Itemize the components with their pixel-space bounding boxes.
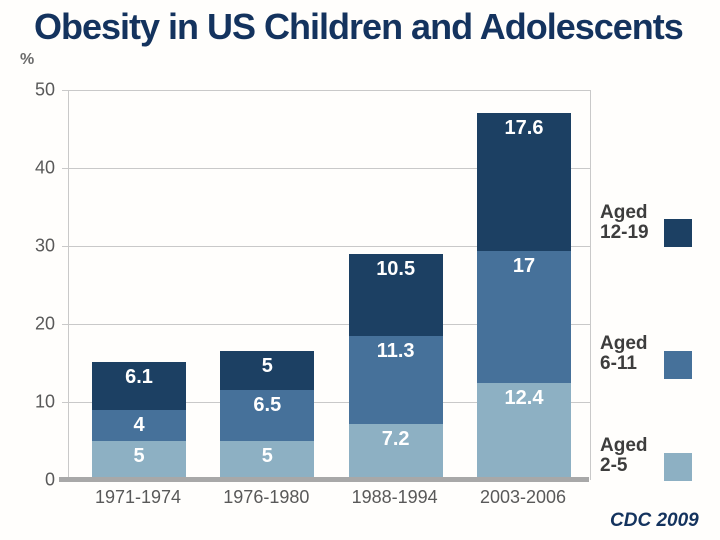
segment-value-label: 17 bbox=[512, 254, 536, 277]
segment-aged-12-19: 17.6 bbox=[476, 113, 571, 251]
gridline-10 bbox=[62, 402, 590, 403]
segment-aged-12-19: 10.5 bbox=[348, 253, 443, 336]
segment-aged-6-11: 11.3 bbox=[348, 335, 443, 424]
x-axis-label-1976-1980: 1976-1980 bbox=[223, 487, 310, 507]
segment-aged-2-5: 12.4 bbox=[476, 383, 571, 480]
legend-swatch-aged-6-11 bbox=[664, 351, 692, 379]
segment-value-label: 4 bbox=[133, 413, 145, 436]
y-axis-label-40: 40 bbox=[34, 157, 55, 178]
bar-2003-2006: 17.6 17 12.4 bbox=[476, 113, 571, 480]
gridline-40 bbox=[62, 168, 590, 169]
legend-label: Aged 6-11 bbox=[600, 333, 648, 374]
segment-aged-2-5: 7.2 bbox=[348, 423, 443, 480]
y-axis-unit-label: % bbox=[20, 51, 35, 68]
segment-value-label: 6.5 bbox=[253, 394, 282, 417]
x-axis-baseline bbox=[59, 477, 589, 482]
y-axis-label-30: 30 bbox=[34, 235, 55, 256]
segment-value-label: 5 bbox=[261, 355, 273, 378]
gridline-50 bbox=[62, 90, 590, 91]
gridline-20 bbox=[62, 324, 590, 325]
chart-plot-area: 6.1 4 5 5 6.5 5 10.5 11.3 7.2 17.6 17 12.4 bbox=[62, 90, 591, 480]
segment-value-label: 12.4 bbox=[504, 387, 544, 410]
gridline-30 bbox=[62, 246, 590, 247]
source-note: CDC 2009 bbox=[610, 510, 699, 531]
segment-aged-6-11: 6.5 bbox=[220, 390, 315, 441]
segment-aged-2-5: 5 bbox=[220, 441, 315, 480]
x-axis-label-1971-1974: 1971-1974 bbox=[94, 487, 182, 507]
chart-title: Obesity in US Children and Adolescents bbox=[34, 6, 684, 47]
segment-aged-12-19: 6.1 bbox=[92, 362, 186, 410]
segment-value-label: 17.6 bbox=[504, 117, 544, 140]
legend-label: Aged 12-19 bbox=[600, 202, 649, 243]
segment-value-label: 10.5 bbox=[376, 257, 416, 280]
segment-aged-6-11: 4 bbox=[92, 409, 186, 441]
legend-item-aged-6-11: Aged 6-11 bbox=[600, 334, 648, 374]
legend-label: Aged 2-5 bbox=[600, 435, 648, 476]
bar-1976-1980: 5 6.5 5 bbox=[220, 351, 315, 480]
y-axis-label-20: 20 bbox=[34, 313, 55, 334]
segment-value-label: 11.3 bbox=[376, 339, 415, 362]
y-axis-label-0: 0 bbox=[44, 469, 55, 490]
y-axis-label-10: 10 bbox=[34, 391, 55, 412]
y-axis-label-50: 50 bbox=[34, 79, 55, 100]
segment-value-label: 5 bbox=[133, 445, 145, 467]
legend-swatch-aged-2-5 bbox=[664, 453, 692, 481]
legend-item-aged-2-5: Aged 2-5 bbox=[600, 436, 648, 476]
bar-1988-1994: 10.5 11.3 7.2 bbox=[348, 253, 443, 480]
segment-aged-6-11: 17 bbox=[476, 250, 571, 384]
segment-value-label: 7.2 bbox=[381, 427, 410, 450]
segment-value-label: 5 bbox=[261, 445, 273, 467]
legend-swatch-aged-12-19 bbox=[664, 219, 692, 247]
segment-value-label: 6.1 bbox=[125, 366, 153, 389]
x-axis-label-1988-1994: 1988-1994 bbox=[351, 487, 438, 507]
legend-item-aged-12-19: Aged 12-19 bbox=[600, 203, 649, 243]
segment-aged-2-5: 5 bbox=[92, 441, 186, 480]
x-axis-label-2003-2006: 2003-2006 bbox=[479, 487, 567, 507]
segment-aged-12-19: 5 bbox=[220, 351, 315, 391]
bar-1971-1974: 6.1 4 5 bbox=[92, 362, 186, 480]
